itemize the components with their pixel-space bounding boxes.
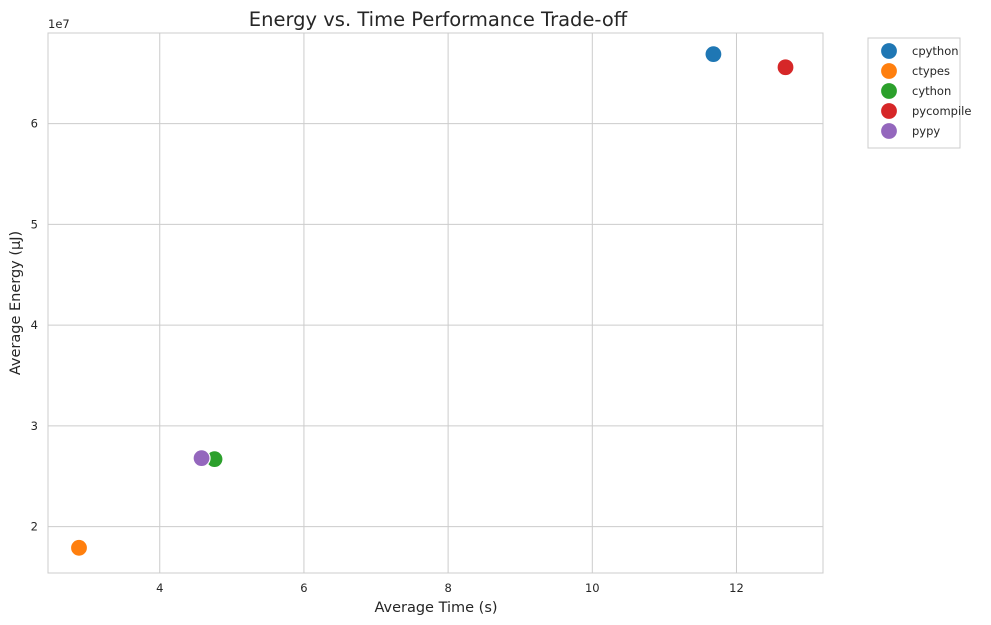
- legend: cpython ctypes cython pycompile pypy: [867, 37, 971, 149]
- x-tick-label: 10: [585, 581, 600, 595]
- x-tick-label: 12: [729, 581, 744, 595]
- y-tick-label: 2: [31, 520, 38, 534]
- y-tick-label: 5: [31, 217, 38, 231]
- chart-title: Energy vs. Time Performance Trade-off: [249, 8, 628, 31]
- legend-label-cpython: cpython: [912, 44, 959, 58]
- y-tick-label: 6: [31, 117, 38, 131]
- grid-lines: [48, 33, 823, 573]
- x-tick-label: 6: [300, 581, 307, 595]
- legend-marker-pypy: [879, 121, 899, 141]
- legend-marker-pycompile: [879, 101, 899, 121]
- data-point-pycompile: [776, 58, 795, 77]
- data-points: [69, 45, 795, 557]
- legend-label-pypy: pypy: [912, 124, 940, 138]
- y-axis-label: Average Energy (µJ): [8, 231, 24, 375]
- y-axis-offset-label: 1e7: [48, 17, 70, 31]
- legend-label-pycompile: pycompile: [912, 104, 971, 118]
- x-tick-label: 8: [444, 581, 451, 595]
- legend-label-ctypes: ctypes: [912, 64, 950, 78]
- legend-label-cython: cython: [912, 84, 951, 98]
- x-tick-labels: 4 6 8 10 12: [156, 581, 744, 595]
- y-tick-label: 4: [31, 318, 38, 332]
- data-point-pypy: [192, 449, 211, 468]
- data-point-cpython: [704, 45, 723, 64]
- x-tick-label: 4: [156, 581, 163, 595]
- x-axis-label: Average Time (s): [374, 600, 497, 616]
- legend-marker-cython: [879, 81, 899, 101]
- plot-area: [47, 32, 824, 574]
- data-point-ctypes: [69, 538, 89, 557]
- y-tick-labels: 2 3 4 5 6: [31, 117, 38, 534]
- y-tick-label: 3: [31, 419, 38, 433]
- legend-marker-cpython: [879, 41, 899, 61]
- legend-marker-ctypes: [879, 61, 899, 81]
